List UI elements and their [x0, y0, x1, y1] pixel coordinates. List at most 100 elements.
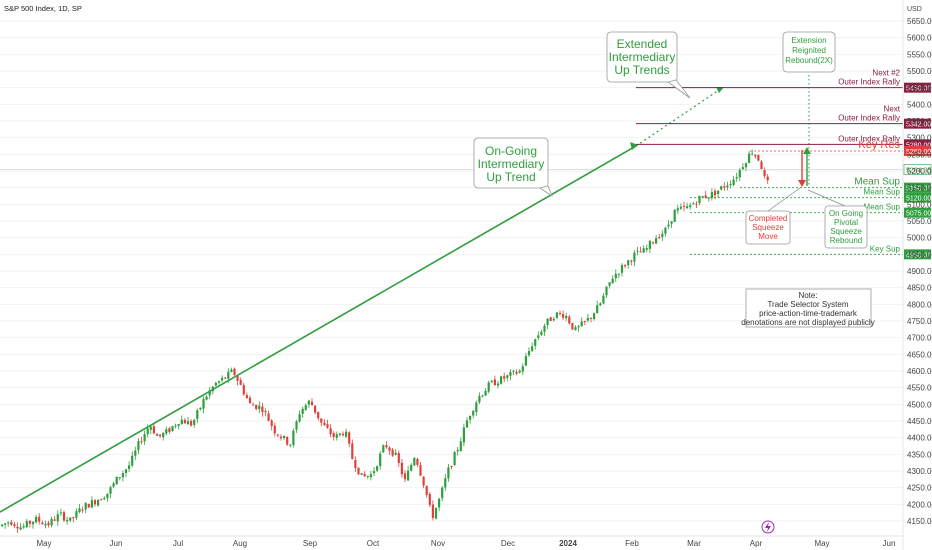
- extension-callout: Extension Reignited Rebound(2X): [782, 31, 836, 73]
- candle-body: [366, 475, 369, 477]
- candle-body: [379, 453, 382, 467]
- candle-body: [224, 377, 227, 379]
- candle-body: [78, 508, 81, 513]
- candle-body: [155, 434, 159, 436]
- candle-body: [363, 473, 366, 477]
- x-tick-label: Oct: [367, 539, 380, 548]
- x-axis[interactable]: May Jun Jul Aug Sep Oct Nov Dec 2024 Feb Mar Apr May…: [0, 535, 903, 548]
- candle-body: [239, 380, 242, 385]
- candle-body: [627, 260, 630, 266]
- candle-body: [286, 436, 289, 445]
- candle-body: [552, 319, 555, 321]
- level-label: Mean Sup: [854, 177, 900, 188]
- price-tag-value: 5075.00: [906, 211, 931, 218]
- candle-body: [44, 523, 47, 526]
- squeeze-arrowhead: [798, 180, 806, 187]
- candle-body: [630, 260, 633, 262]
- candle-body: [205, 396, 208, 400]
- note-box: Note: Trade Selector System price-action-t…: [741, 288, 875, 328]
- candle-body: [69, 517, 72, 521]
- candle-body: [726, 185, 729, 188]
- candle-body: [230, 369, 233, 372]
- y-tick-label: 4450.00: [907, 417, 932, 426]
- candle-body: [242, 384, 245, 395]
- current-price-tag: 5204.35: [903, 164, 931, 175]
- candle-body: [624, 265, 627, 267]
- y-axis[interactable]: 4150.00 4200.00 4250.00 4300.00 4350.00 4400.…: [902, 0, 932, 550]
- current-price-value: 5204.35: [906, 168, 931, 175]
- candle-body: [298, 414, 301, 422]
- candle-body: [475, 402, 478, 412]
- candle-body: [149, 426, 152, 430]
- candle-body: [506, 375, 509, 378]
- x-tick-label: Apr: [750, 539, 763, 548]
- candle-body: [177, 424, 180, 426]
- candle-body: [137, 441, 140, 451]
- price-tag: 5342.00: [904, 118, 931, 129]
- candle-body: [146, 428, 149, 435]
- candle-body: [633, 252, 636, 262]
- candle-body: [503, 376, 506, 379]
- candle-body: [323, 422, 326, 426]
- y-tick-label: 4400.00: [907, 434, 932, 443]
- candle-body: [667, 224, 670, 227]
- candle-body: [655, 238, 658, 244]
- candle-body: [165, 429, 168, 434]
- candle-body: [617, 273, 620, 275]
- candle-body: [193, 419, 196, 425]
- candle-body: [267, 413, 270, 421]
- candle-body: [72, 517, 75, 519]
- candle-body: [605, 286, 608, 296]
- candle-body: [245, 395, 248, 398]
- y-tick-label: 4700.00: [907, 334, 932, 343]
- candle-body: [403, 473, 407, 480]
- candle-body: [509, 372, 512, 376]
- candle-body: [397, 453, 400, 463]
- candle-body: [704, 195, 707, 198]
- candle-body: [22, 526, 25, 528]
- x-tick-label: 2024: [559, 539, 577, 548]
- candle-body: [283, 435, 286, 439]
- candle-body: [670, 221, 673, 224]
- y-tick-label: 5300.00: [907, 134, 932, 143]
- candle-body: [416, 458, 419, 465]
- x-tick-label: Jun: [883, 539, 896, 548]
- candle-body: [469, 415, 472, 420]
- candle-body: [431, 504, 434, 519]
- candle-body: [214, 382, 217, 386]
- candle-body: [369, 474, 372, 478]
- candle-body: [307, 400, 310, 405]
- candle-body: [47, 522, 50, 526]
- currency-label: USD: [907, 6, 922, 13]
- price-tag-value: 5260.00: [906, 149, 931, 156]
- candle-body: [751, 153, 754, 155]
- candle-body: [261, 406, 264, 413]
- candle-body: [568, 316, 571, 324]
- candle-body: [608, 282, 611, 286]
- price-tag: 5280.00: [904, 139, 931, 150]
- extended-trend-label: Extended Intermediary Up Trends: [609, 37, 676, 77]
- price-tag: 5120.00: [904, 192, 931, 203]
- candle-body: [25, 521, 28, 528]
- extended-trend-callout: Extended Intermediary Up Trends: [606, 31, 691, 99]
- y-tick-label: 5000.00: [907, 234, 932, 243]
- level-label: Mean Sup: [864, 188, 901, 197]
- x-tick-label: Aug: [233, 539, 247, 548]
- candle-body: [425, 485, 428, 495]
- candle-body: [168, 428, 171, 432]
- candle-body: [673, 209, 676, 222]
- price-tag: 5450.00: [904, 82, 931, 93]
- y-tick-label: 5600.00: [907, 34, 932, 43]
- candle-body: [645, 248, 648, 250]
- candle-body: [391, 449, 394, 456]
- candle-body: [16, 526, 19, 529]
- chart-title: S&P 500 Index, 1D, SP: [4, 4, 82, 13]
- candle-body: [109, 487, 112, 494]
- completed-squeeze-label: Completed Squeeze Move: [749, 214, 788, 241]
- candle-body: [571, 323, 574, 330]
- lightning-icon[interactable]: [761, 520, 775, 534]
- price-tag-value: 5150.00: [906, 186, 931, 193]
- candle-body: [682, 205, 686, 207]
- candle-body: [273, 425, 276, 434]
